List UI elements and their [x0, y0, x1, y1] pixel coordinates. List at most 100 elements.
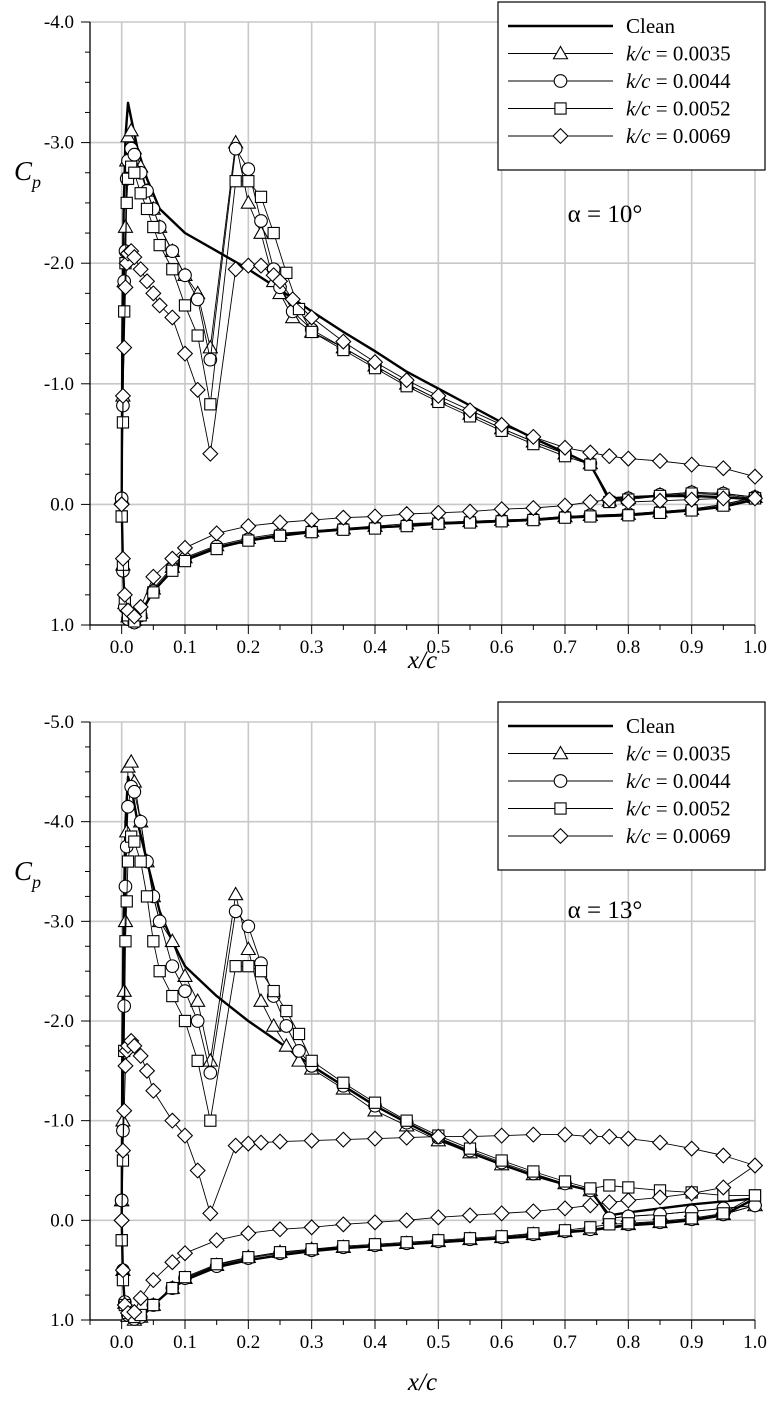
data-point [584, 510, 597, 523]
data-point [117, 279, 134, 296]
x-tick-label: 0.6 [490, 637, 514, 658]
legend-label-value: = 0.0069 [650, 124, 730, 148]
series-k-c-0-0069 [113, 1032, 764, 1322]
data-point [166, 564, 179, 577]
data-point [717, 1207, 730, 1220]
data-point [145, 1272, 162, 1289]
data-point [153, 238, 166, 252]
data-point [145, 285, 162, 302]
legend-label: k/c = 0.0044 [626, 69, 731, 93]
data-point [461, 1207, 479, 1224]
data-point [366, 1130, 384, 1147]
legend-marker-circle [553, 774, 568, 788]
data-point [153, 965, 166, 978]
data-point [178, 984, 192, 998]
data-point [584, 458, 597, 471]
angle-annotation: α = 13° [568, 897, 643, 924]
data-point [622, 1181, 635, 1194]
y-tick-label: 1.0 [50, 1310, 74, 1331]
legend-marker-triangle [552, 745, 569, 760]
data-point [558, 1224, 572, 1237]
y-tick-label: -4.0 [44, 812, 74, 833]
data-point [178, 1270, 192, 1284]
x-tick-label: 1.0 [743, 1332, 767, 1353]
y-tick-label: 0.0 [50, 494, 74, 515]
data-point [126, 249, 143, 266]
data-point [398, 1212, 415, 1229]
legend-label-value: = 0.0052 [650, 797, 730, 821]
data-point [254, 965, 268, 978]
data-point [208, 525, 225, 542]
x-axis-label: x/c [407, 647, 437, 674]
data-point [164, 1112, 181, 1129]
x-tick-label: 0.7 [553, 1332, 577, 1353]
data-point [368, 1096, 382, 1109]
data-point [556, 1126, 574, 1143]
data-point [495, 1154, 508, 1167]
x-tick-label: 0.9 [680, 637, 704, 658]
data-point [685, 1212, 698, 1225]
series-k-c-0-0052 [115, 830, 762, 1324]
data-point [601, 491, 618, 508]
data-point [280, 266, 293, 279]
legend-label: k/c = 0.0069 [626, 824, 731, 848]
data-point [620, 450, 637, 467]
data-point [166, 1281, 179, 1295]
data-point [242, 960, 255, 973]
legend-label: k/c = 0.0035 [626, 42, 731, 66]
y-tick-label: -1.0 [44, 1111, 74, 1132]
data-point [227, 886, 244, 901]
data-point [190, 1014, 205, 1028]
y-tick-label: 1.0 [50, 615, 74, 636]
data-point [292, 302, 306, 316]
y-axis-label: Cp [14, 856, 41, 892]
data-point [493, 1205, 510, 1222]
data-point [398, 505, 415, 523]
y-tick-label: -5.0 [44, 712, 74, 733]
legend-box [497, 1, 766, 171]
data-point [366, 508, 384, 525]
legend-label-prefix: k/c [626, 797, 651, 821]
data-point [601, 1194, 618, 1211]
data-point [178, 1014, 192, 1028]
data-point [527, 1227, 540, 1240]
data-point [556, 439, 574, 456]
data-point [164, 550, 181, 567]
data-point [495, 1230, 508, 1243]
series-k-c-0-0069 [113, 243, 764, 625]
y-tick-label: -2.0 [44, 1011, 74, 1032]
data-point [114, 387, 132, 404]
x-tick-label: 0.0 [110, 637, 134, 658]
data-point [147, 586, 160, 599]
x-tick-label: 0.6 [490, 1332, 514, 1353]
legend-label-value: = 0.0035 [650, 742, 730, 766]
data-point [366, 1214, 384, 1231]
data-point [291, 1052, 307, 1067]
data-point [176, 1245, 194, 1262]
data-point [164, 1254, 181, 1271]
data-point [715, 460, 732, 477]
legend-label-prefix: k/c [626, 69, 651, 93]
data-point [152, 914, 167, 929]
data-point [305, 525, 318, 539]
data-point [204, 1114, 217, 1127]
data-point [147, 220, 160, 234]
y-tick-label: -4.0 [44, 12, 74, 33]
data-point [138, 273, 156, 290]
legend-label-prefix: k/c [626, 742, 651, 766]
data-point [683, 491, 700, 508]
data-point [651, 492, 669, 509]
data-point [746, 468, 764, 485]
legend-marker-triangle [552, 45, 569, 60]
data-point [273, 529, 287, 542]
data-point [134, 187, 147, 200]
angle-annotation: α = 10° [568, 201, 643, 228]
data-point [337, 1240, 350, 1253]
legend-label-prefix: k/c [626, 124, 651, 148]
data-point [556, 1200, 574, 1217]
data-point [622, 509, 635, 522]
data-point [126, 1037, 143, 1055]
y-tick-label: -2.0 [44, 253, 74, 274]
data-point [715, 1147, 732, 1164]
